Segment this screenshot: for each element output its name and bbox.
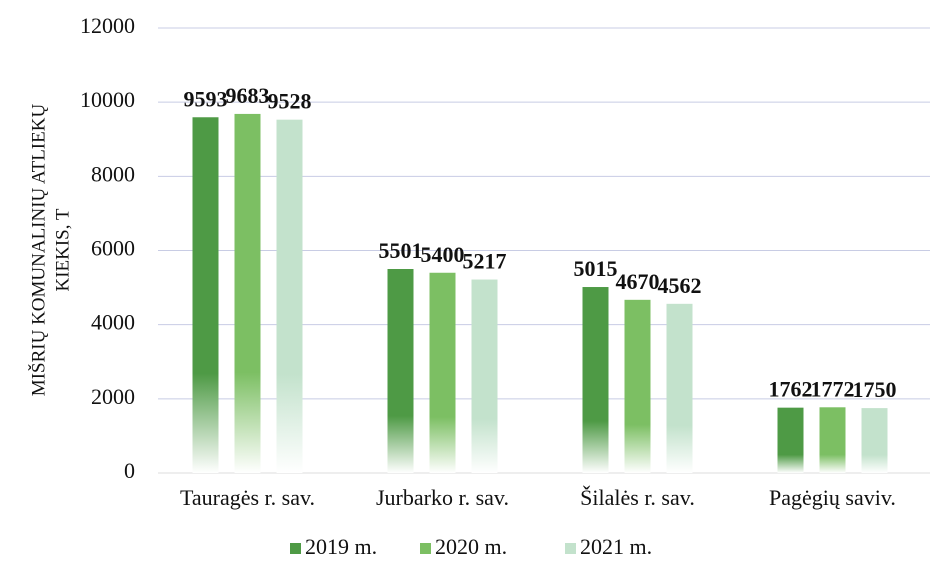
- legend-label: 2019 m.: [305, 534, 377, 559]
- bar: [429, 272, 456, 473]
- legend-label: 2021 m.: [580, 534, 652, 559]
- value-label: 5217: [463, 249, 507, 274]
- legend-swatch: [565, 543, 576, 554]
- value-label: 1762: [769, 377, 813, 402]
- bar: [819, 407, 846, 473]
- value-label: 4670: [616, 269, 660, 294]
- value-label: 4562: [658, 273, 702, 298]
- y-tick-label: 6000: [91, 236, 135, 261]
- value-label: 5400: [421, 242, 465, 267]
- bar: [471, 279, 498, 473]
- y-axis-label: MIŠRIŲ KOMUNALINIŲ ATLIEKŲ: [27, 104, 49, 397]
- bar: [387, 269, 414, 473]
- x-tick-label: Tauragės r. sav.: [180, 485, 315, 510]
- y-tick-label: 2000: [91, 384, 135, 409]
- value-label: 9593: [184, 86, 228, 111]
- bar: [777, 407, 804, 473]
- bar: [276, 119, 303, 474]
- bar: [582, 287, 609, 473]
- x-tick-label: Pagėgių saviv.: [769, 485, 896, 510]
- value-label: 5501: [379, 238, 423, 263]
- legend-label: 2020 m.: [435, 534, 507, 559]
- bar: [624, 299, 651, 473]
- y-tick-label: 4000: [91, 310, 135, 335]
- bar: [192, 117, 219, 473]
- legend-swatch: [420, 543, 431, 554]
- bar: [666, 303, 693, 473]
- value-label: 1772: [811, 376, 855, 401]
- value-label: 9528: [268, 89, 312, 114]
- x-tick-label: Šilalės r. sav.: [580, 485, 695, 510]
- bar: [861, 408, 888, 473]
- bar: [234, 113, 261, 473]
- y-tick-label: 8000: [91, 161, 135, 186]
- x-tick-label: Jurbarko r. sav.: [376, 485, 509, 510]
- value-label: 9683: [226, 83, 270, 108]
- y-axis-label: KIEKIS, T: [52, 208, 73, 291]
- y-tick-label: 10000: [80, 87, 135, 112]
- y-tick-label: 12000: [80, 13, 135, 38]
- legend-swatch: [290, 543, 301, 554]
- value-label: 5015: [574, 256, 618, 281]
- y-tick-label: 0: [124, 458, 135, 483]
- value-label: 1750: [853, 377, 897, 402]
